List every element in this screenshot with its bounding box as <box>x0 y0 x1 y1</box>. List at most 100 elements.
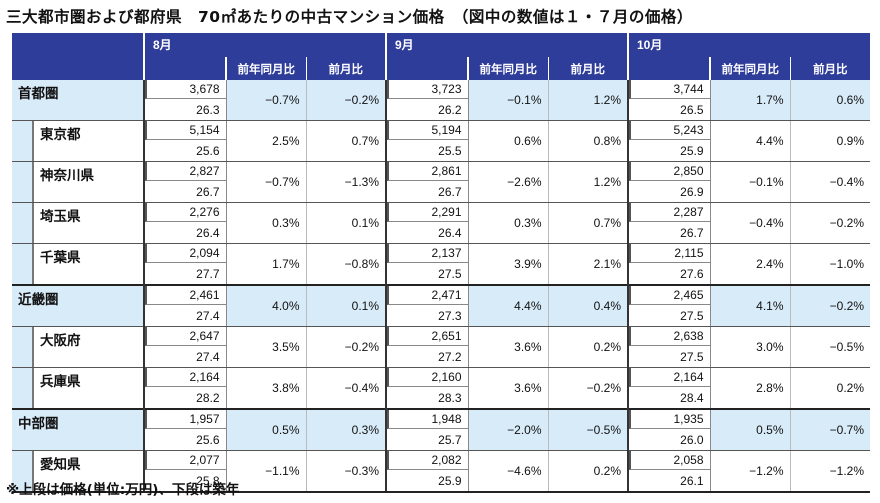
footnote: ※上段は価格(単位:万円)、下段は築年 <box>6 482 240 498</box>
region-name: 近畿圏 <box>12 284 144 327</box>
price-value: 2,137 <box>388 244 467 263</box>
mom-change: 0.3% <box>305 408 386 451</box>
region-label: 千葉県 <box>32 244 143 284</box>
value-cell: 2,647 27.4 <box>143 326 227 368</box>
building-age-value: 27.5 <box>680 309 704 323</box>
price-value: 2,082 <box>388 451 467 470</box>
region-name: 千葉県 <box>12 243 144 286</box>
value-cell: 2,638 27.5 <box>627 326 711 368</box>
mom-change: 0.1% <box>305 202 386 244</box>
region-label: 大阪府 <box>32 327 143 367</box>
mom-change: 0.2% <box>789 367 870 410</box>
value-cell: 2,651 27.2 <box>385 326 469 368</box>
price-value: 1,957 <box>146 410 225 429</box>
price-value: 3,744 <box>630 80 709 99</box>
yoy-change: −0.7% <box>225 161 306 203</box>
price-value: 2,647 <box>146 327 225 346</box>
building-age-value: 28.2 <box>196 391 220 405</box>
value-header-blank <box>385 57 468 80</box>
value-cell: 2,287 26.7 <box>627 202 711 244</box>
value-cell: 2,137 27.5 <box>385 243 469 286</box>
building-age-value: 27.4 <box>196 350 220 364</box>
header-corner <box>12 33 144 80</box>
mom-header: 前月比 <box>789 57 870 80</box>
building-age-value: 26.7 <box>196 185 220 199</box>
table-row: 大阪府 2,647 27.4 3.5% −0.2% 2,651 27.2 3.6% 0.2% 2,… <box>12 326 870 368</box>
table-row: 兵庫県 2,164 28.2 3.8% −0.4% 2,160 28.3 3.6% −0.2% 2… <box>12 367 870 410</box>
region-label: 東京都 <box>32 121 143 161</box>
building-age-value: 26.2 <box>438 103 462 117</box>
mom-change: 1.2% <box>547 161 628 203</box>
yoy-change: 3.9% <box>467 243 548 286</box>
value-cell: 1,957 25.6 <box>143 408 227 451</box>
building-age-value: 27.2 <box>438 350 462 364</box>
yoy-header: 前年同月比 <box>467 57 548 80</box>
building-age-value: 25.6 <box>196 144 220 158</box>
yoy-change: 0.6% <box>467 120 548 162</box>
value-cell: 3,723 26.2 <box>385 80 469 121</box>
yoy-change: −2.0% <box>467 408 548 451</box>
value-cell: 2,058 26.1 <box>627 450 711 493</box>
building-age-value: 28.3 <box>438 391 462 405</box>
building-age-value: 27.5 <box>680 350 704 364</box>
mom-change: −0.4% <box>789 161 870 203</box>
mom-change: −0.5% <box>789 326 870 368</box>
mom-change: −0.2% <box>305 326 386 368</box>
price-value: 2,465 <box>630 286 709 305</box>
value-cell: 2,461 27.4 <box>143 284 227 327</box>
building-age-value: 26.0 <box>680 433 704 447</box>
yoy-change: 2.8% <box>709 367 790 410</box>
value-cell: 2,164 28.4 <box>627 367 711 410</box>
mom-change: 0.2% <box>547 326 628 368</box>
yoy-change: −4.6% <box>467 450 548 493</box>
price-value: 2,861 <box>388 162 467 181</box>
mom-change: −0.4% <box>305 367 386 410</box>
building-age-value: 27.4 <box>196 309 220 323</box>
price-value: 2,638 <box>630 327 709 346</box>
building-age-value: 26.9 <box>680 185 704 199</box>
yoy-change: 3.0% <box>709 326 790 368</box>
mom-change: −1.3% <box>305 161 386 203</box>
value-cell: 1,948 25.7 <box>385 408 469 451</box>
yoy-change: 3.6% <box>467 326 548 368</box>
region-label: 埼玉県 <box>32 203 143 243</box>
building-age-value: 28.4 <box>680 391 704 405</box>
price-value: 2,094 <box>146 244 225 263</box>
price-value: 2,077 <box>146 451 225 470</box>
yoy-header: 前年同月比 <box>225 57 306 80</box>
price-value: 2,287 <box>630 203 709 222</box>
mom-change: 0.7% <box>305 120 386 162</box>
building-age-value: 27.7 <box>196 267 220 281</box>
mom-change: −1.2% <box>789 450 870 493</box>
yoy-change: 4.4% <box>709 120 790 162</box>
yoy-change: 4.4% <box>467 284 548 327</box>
value-header-blank <box>143 57 226 80</box>
yoy-change: 0.5% <box>709 408 790 451</box>
yoy-change: 3.6% <box>467 367 548 410</box>
mom-change: 0.4% <box>547 284 628 327</box>
value-cell: 2,115 27.6 <box>627 243 711 286</box>
table-row: 東京都 5,154 25.6 2.5% 0.7% 5,194 25.5 0.6% 0.8% 5,2… <box>12 120 870 162</box>
building-age-value: 25.5 <box>438 144 462 158</box>
yoy-change: 0.3% <box>467 202 548 244</box>
building-age-value: 27.6 <box>680 267 704 281</box>
region-name: 中部圏 <box>12 408 144 451</box>
mom-change: −0.2% <box>789 202 870 244</box>
price-value: 2,164 <box>630 368 709 387</box>
value-cell: 2,465 27.5 <box>627 284 711 327</box>
yoy-change: −2.6% <box>467 161 548 203</box>
yoy-change: 0.5% <box>225 408 306 451</box>
region-name: 愛知県 <box>12 450 144 493</box>
building-age-value: 25.6 <box>196 433 220 447</box>
mom-change: 1.2% <box>547 80 628 121</box>
page-title: 三大都市圏および都府県 70㎡あたりの中古マンション価格 （図中の数値は１・７月… <box>6 8 693 26</box>
yoy-change: 3.8% <box>225 367 306 410</box>
price-value: 3,678 <box>146 80 225 99</box>
yoy-change: 1.7% <box>225 243 306 286</box>
table-row: 首都圏 3,678 26.3 −0.7% −0.2% 3,723 26.2 −0.1% 1.2%… <box>12 80 870 121</box>
value-cell: 2,164 28.2 <box>143 367 227 410</box>
building-age-value: 26.3 <box>196 103 220 117</box>
value-header-blank <box>627 57 710 80</box>
yoy-change: −0.1% <box>709 161 790 203</box>
building-age-value: 26.1 <box>680 474 704 488</box>
